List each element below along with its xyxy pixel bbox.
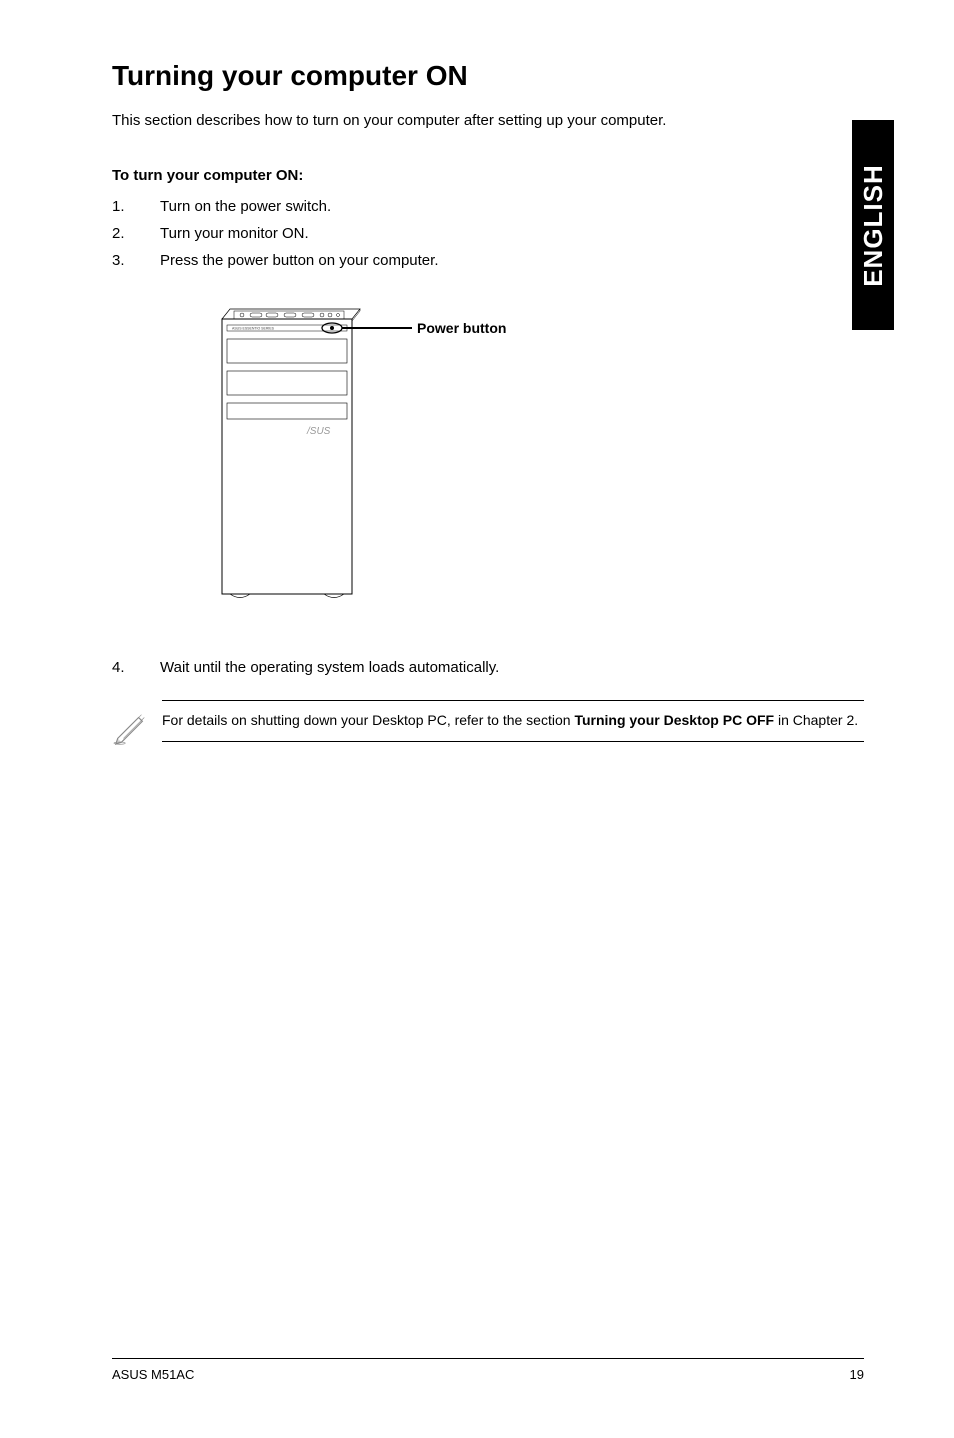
page-heading: Turning your computer ON: [112, 60, 864, 92]
note-suffix: in Chapter 2.: [774, 712, 858, 728]
pencil-icon: [112, 700, 162, 751]
step-text: Turn your monitor ON.: [160, 225, 864, 242]
note-bold: Turning your Desktop PC OFF: [574, 712, 774, 728]
step4-row: 4. Wait until the operating system loads…: [112, 659, 864, 676]
step-text: Turn on the power switch.: [160, 198, 864, 215]
figure-area: ASUS ESSENTIO SERIES /SUS Power button: [172, 299, 864, 619]
step-row: 3. Press the power button on your comput…: [112, 252, 864, 269]
tower-illustration: ASUS ESSENTIO SERIES /SUS: [212, 299, 362, 609]
step-num: 3.: [112, 252, 160, 269]
step-text: Press the power button on your computer.: [160, 252, 864, 269]
callout-label: Power button: [417, 320, 506, 336]
step-row: 2. Turn your monitor ON.: [112, 225, 864, 242]
language-tab-text: ENGLISH: [858, 164, 889, 287]
note-box: For details on shutting down your Deskto…: [112, 700, 864, 751]
intro-text: This section describes how to turn on yo…: [112, 110, 864, 131]
svg-text:/SUS: /SUS: [306, 426, 331, 437]
step-num: 1.: [112, 198, 160, 215]
page-content: Turning your computer ON This section de…: [0, 0, 954, 751]
subheading: To turn your computer ON:: [112, 167, 864, 184]
step-text: Wait until the operating system loads au…: [160, 659, 864, 676]
callout-line: [342, 327, 412, 329]
footer-left: ASUS M51AC: [112, 1367, 194, 1382]
note-prefix: For details on shutting down your Deskto…: [162, 712, 574, 728]
footer-right: 19: [850, 1367, 864, 1382]
step-num: 2.: [112, 225, 160, 242]
page-footer: ASUS M51AC 19: [112, 1358, 864, 1382]
step-num: 4.: [112, 659, 160, 676]
steps-list: 1. Turn on the power switch. 2. Turn you…: [112, 198, 864, 269]
svg-text:ASUS ESSENTIO SERIES: ASUS ESSENTIO SERIES: [232, 327, 275, 331]
step-row: 1. Turn on the power switch.: [112, 198, 864, 215]
note-text: For details on shutting down your Deskto…: [162, 700, 864, 742]
